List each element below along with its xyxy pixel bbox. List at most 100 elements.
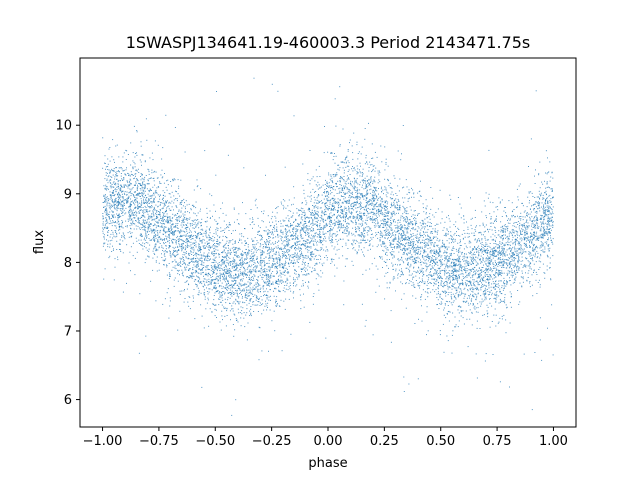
data-point [295,285,297,287]
data-point [300,234,302,235]
data-point [466,232,468,234]
data-point [132,222,134,224]
data-point [245,297,247,299]
data-point [426,269,428,271]
data-point [533,270,535,272]
data-point [191,238,193,239]
data-point [499,249,500,251]
data-point [233,207,235,209]
data-point [321,263,323,265]
data-point [134,207,136,209]
data-point [275,257,277,259]
data-point [448,276,450,278]
data-point [280,276,282,278]
data-point [306,229,308,231]
data-point [217,228,219,230]
data-point [293,186,295,188]
data-point [295,249,297,251]
data-point [547,239,548,241]
data-point [150,223,152,225]
data-point [362,196,364,198]
data-point [188,232,190,234]
data-point [272,281,274,283]
data-point [500,275,502,277]
data-point [329,232,331,234]
data-point [173,250,175,252]
data-point [266,298,268,300]
data-point [474,308,476,310]
data-point [288,210,290,212]
data-point [462,300,464,302]
data-point [467,346,469,348]
data-point [351,145,353,147]
data-point [229,292,231,293]
data-point [416,223,418,224]
data-points [102,77,554,416]
data-point [302,259,304,261]
data-point [305,267,307,269]
data-point [129,210,131,212]
data-point [250,282,252,284]
data-point [475,311,477,313]
data-point [103,278,105,280]
data-point [442,246,444,248]
data-point [162,216,164,218]
data-point [461,253,463,255]
chart-title: 1SWASPJ134641.19-460003.3 Period 2143471… [126,33,531,52]
data-point [503,260,505,262]
data-point [144,262,146,264]
data-point [200,264,202,265]
data-point [336,217,338,219]
data-point [266,241,268,243]
data-point [102,230,104,232]
data-point [198,268,200,270]
data-point [127,187,129,189]
data-point [403,217,405,218]
data-point [478,255,480,257]
data-point [170,255,172,257]
data-point [263,285,265,287]
data-point [379,239,381,240]
data-point [102,202,104,203]
data-point [266,247,268,248]
data-point [279,263,281,265]
data-point [497,262,499,263]
data-point [383,241,385,243]
data-point [196,186,198,188]
data-point [104,225,106,227]
data-point [487,306,489,308]
data-point [382,219,384,221]
data-point [172,242,174,244]
data-point [330,207,332,209]
data-point [293,197,295,199]
data-point [297,224,299,226]
data-point [186,276,187,278]
data-point [356,173,358,175]
data-point [356,200,358,202]
data-point [144,237,145,239]
data-point [222,260,224,262]
data-point [469,269,471,271]
data-point [351,205,353,207]
data-point [312,214,314,216]
data-point [145,231,147,233]
data-point [189,261,191,263]
data-point [517,199,519,201]
data-point [222,278,224,280]
data-point [402,227,404,229]
data-point [378,225,380,227]
data-point [423,249,425,251]
data-point [187,222,189,224]
data-point [130,198,131,200]
data-point [414,261,416,262]
data-point [340,216,342,218]
data-point [351,196,353,198]
data-point [279,274,281,276]
data-point [115,204,117,206]
data-point [305,225,307,227]
data-point [284,262,286,264]
data-point [356,165,358,167]
data-point [346,202,348,204]
data-point [119,195,121,197]
data-point [460,269,462,271]
